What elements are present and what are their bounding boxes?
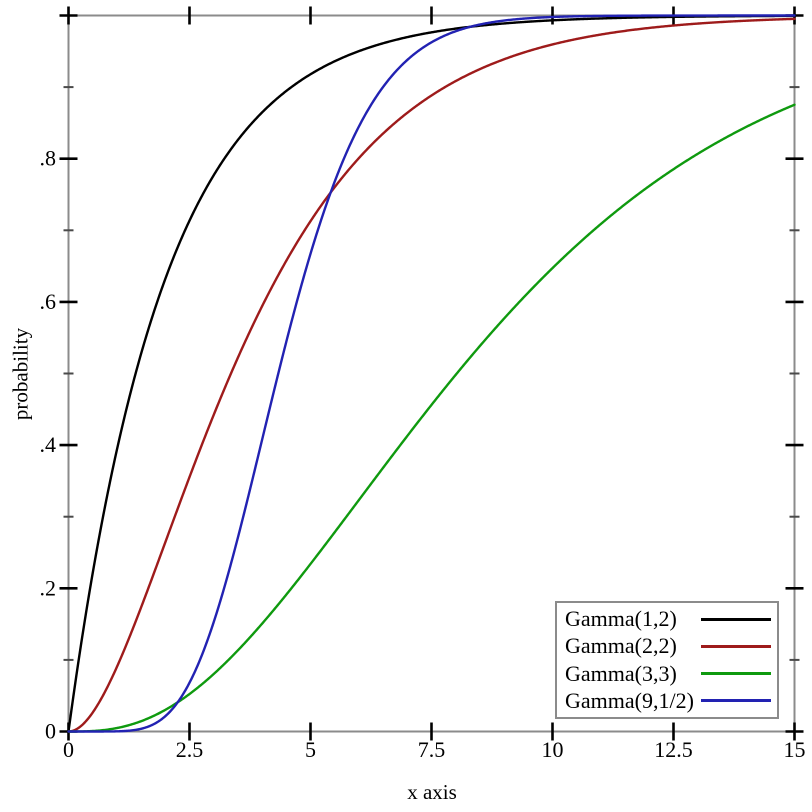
- curve-gamma-9-1-2-: [67, 14, 796, 733]
- curve-gamma-2-2-: [67, 17, 796, 733]
- x-tick-label: 15: [784, 737, 806, 762]
- legend-label: Gamma(2,2): [565, 633, 677, 659]
- y-tick-label: .6: [40, 289, 57, 314]
- y-tick-label: 0: [45, 719, 56, 744]
- x-tick-label: 7.5: [418, 737, 446, 762]
- legend-line-swatch: [701, 672, 771, 676]
- y-tick-label: .8: [40, 146, 57, 171]
- x-tick-label: 5: [305, 737, 316, 762]
- legend-item: Gamma(9,1/2): [565, 688, 771, 714]
- legend: Gamma(1,2) Gamma(2,2) Gamma(3,3) Gamma(9…: [555, 601, 779, 719]
- legend-item: Gamma(1,2): [565, 606, 771, 632]
- curve-gamma-3-3-: [67, 103, 796, 733]
- x-tick-label: 12.5: [654, 737, 693, 762]
- y-axis-title: probability: [8, 327, 33, 421]
- x-tick-label: 10: [542, 737, 564, 762]
- legend-label: Gamma(3,3): [565, 660, 677, 686]
- legend-item: Gamma(3,3): [565, 661, 771, 687]
- y-tick-label: .2: [40, 575, 57, 600]
- legend-label: Gamma(1,2): [565, 606, 677, 632]
- x-tick-label: 2.5: [176, 737, 204, 762]
- legend-item: Gamma(2,2): [565, 633, 771, 659]
- legend-line-swatch: [701, 699, 771, 703]
- y-tick-label: .4: [40, 432, 57, 457]
- legend-label: Gamma(9,1/2): [565, 687, 694, 713]
- legend-line-swatch: [701, 644, 771, 648]
- x-axis-title: x axis: [407, 780, 457, 804]
- curve-gamma-1-2-: [67, 14, 796, 733]
- x-tick-label: 0: [63, 737, 74, 762]
- legend-line-swatch: [701, 617, 771, 621]
